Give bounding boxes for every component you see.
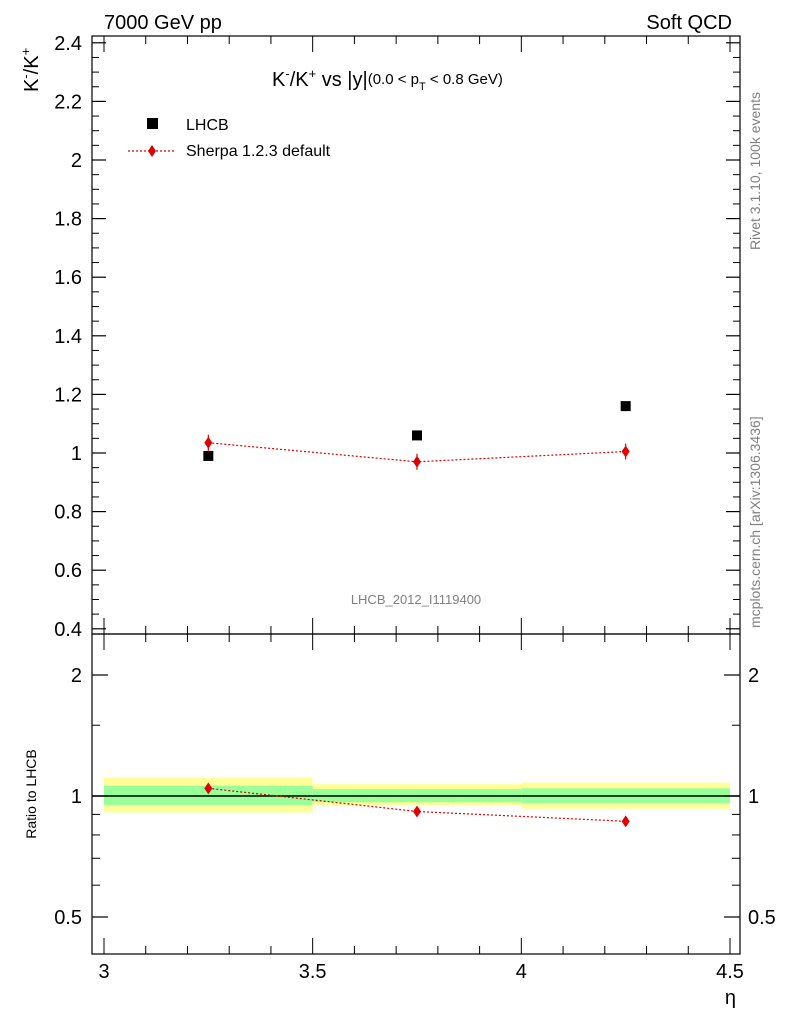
main-data [203, 401, 631, 470]
lhcb-point [203, 450, 214, 461]
sherpa-point [621, 445, 630, 458]
main-ytick-label: 0.8 [54, 502, 82, 524]
title-k2: /K [290, 69, 310, 91]
ratio-sherpa-point [413, 805, 421, 818]
main-ytick-label: 0.6 [54, 560, 82, 582]
chart-title: K-/K+ vs |y|(0.0 < pT < 0.8 GeV) [272, 66, 503, 93]
ratio-ytick-label-left: 0.5 [54, 907, 82, 929]
legend-lhcb-label: LHCB [186, 117, 229, 134]
main-ytick-label: 1.8 [54, 209, 82, 231]
title-sub-T: T [419, 81, 426, 93]
ratio-xtick-label: 3.5 [299, 961, 327, 983]
main-ytick-label: 2.4 [54, 33, 82, 55]
main-ytick-label: 2 [71, 150, 82, 172]
rivet-label: Rivet 3.1.10, 100k events [747, 92, 763, 250]
title-rest: vs |y| [316, 69, 368, 91]
main-ytick-label: 1 [71, 443, 82, 465]
main-ytick-label: 2.2 [54, 91, 82, 113]
ratio-ytick-label-right: 1 [748, 786, 759, 808]
ratio-yticks: 0.5 0.5 1 1 2 2 [54, 665, 776, 929]
main-ylabel: K-/K+ [18, 48, 43, 92]
ratio-panel: 0.5 0.5 1 1 2 2 3 3.5 4 4.5 Ratio to LHCB η [23, 633, 776, 1009]
analysis-watermark: LHCB_2012_I1119400 [351, 592, 481, 607]
ylabel-plus-sup: + [18, 48, 33, 56]
legend-lhcb-marker [147, 118, 158, 129]
lhcb-point [620, 401, 631, 412]
sherpa-point [413, 455, 421, 468]
ratio-xticks: 3 3.5 4 4.5 [98, 634, 744, 983]
main-ytick-label: 0.4 [54, 619, 82, 641]
main-ytick-label: 1.4 [54, 326, 82, 348]
title-sub-end: < 0.8 GeV) [426, 71, 503, 88]
ylabel-minus-sup: - [18, 74, 33, 78]
title-k1: K [272, 69, 286, 91]
ratio-ytick-label-left: 2 [71, 665, 82, 687]
main-panel: 0.4 0.6 0.8 1 1.2 1.4 1.6 1.8 2 2.2 2.4 K-/K+ vs |… [54, 33, 741, 641]
ratio-ylabel: Ratio to LHCB [23, 749, 39, 838]
header-left-label: 7000 GeV pp [104, 12, 222, 34]
main-ytick-label: 1.6 [54, 267, 82, 289]
ratio-data [204, 782, 630, 828]
main-xticks [103, 36, 731, 634]
sherpa-point [204, 436, 213, 449]
ratio-xlabel: η [725, 987, 736, 1009]
ratio-sherpa-point [621, 815, 630, 828]
mcplots-label: mcplots.cern.ch [arXiv:1306.3436] [747, 416, 763, 628]
title-sub-open: (0.0 < p [368, 71, 419, 88]
ratio-xtick-label: 3 [98, 961, 109, 983]
ratio-sherpa-point [204, 782, 213, 795]
legend-sherpa-marker [148, 145, 156, 157]
ratio-frame [91, 633, 741, 955]
title-sup-minus: - [285, 66, 289, 81]
ratio-ytick-label-left: 1 [71, 786, 82, 808]
ratio-ytick-label-right: 0.5 [748, 907, 776, 929]
ylabel-slash-k: /K [21, 55, 43, 75]
lhcb-point [412, 430, 422, 441]
legend: LHCB Sherpa 1.2.3 default [128, 117, 331, 160]
main-yticks: 0.4 0.6 0.8 1 1.2 1.4 1.6 1.8 2 2.2 2.4 [54, 33, 740, 641]
main-ytick-label: 1.2 [54, 384, 82, 406]
header-right-label: Soft QCD [646, 12, 732, 34]
title-sup-plus: + [309, 66, 317, 81]
ratio-xtick-label: 4 [516, 961, 527, 983]
ratio-ytick-label-right: 2 [748, 665, 759, 687]
ratio-xtick-label: 4.5 [716, 961, 744, 983]
ylabel-k-minus: K [21, 78, 43, 92]
legend-sherpa-label: Sherpa 1.2.3 default [186, 143, 331, 160]
